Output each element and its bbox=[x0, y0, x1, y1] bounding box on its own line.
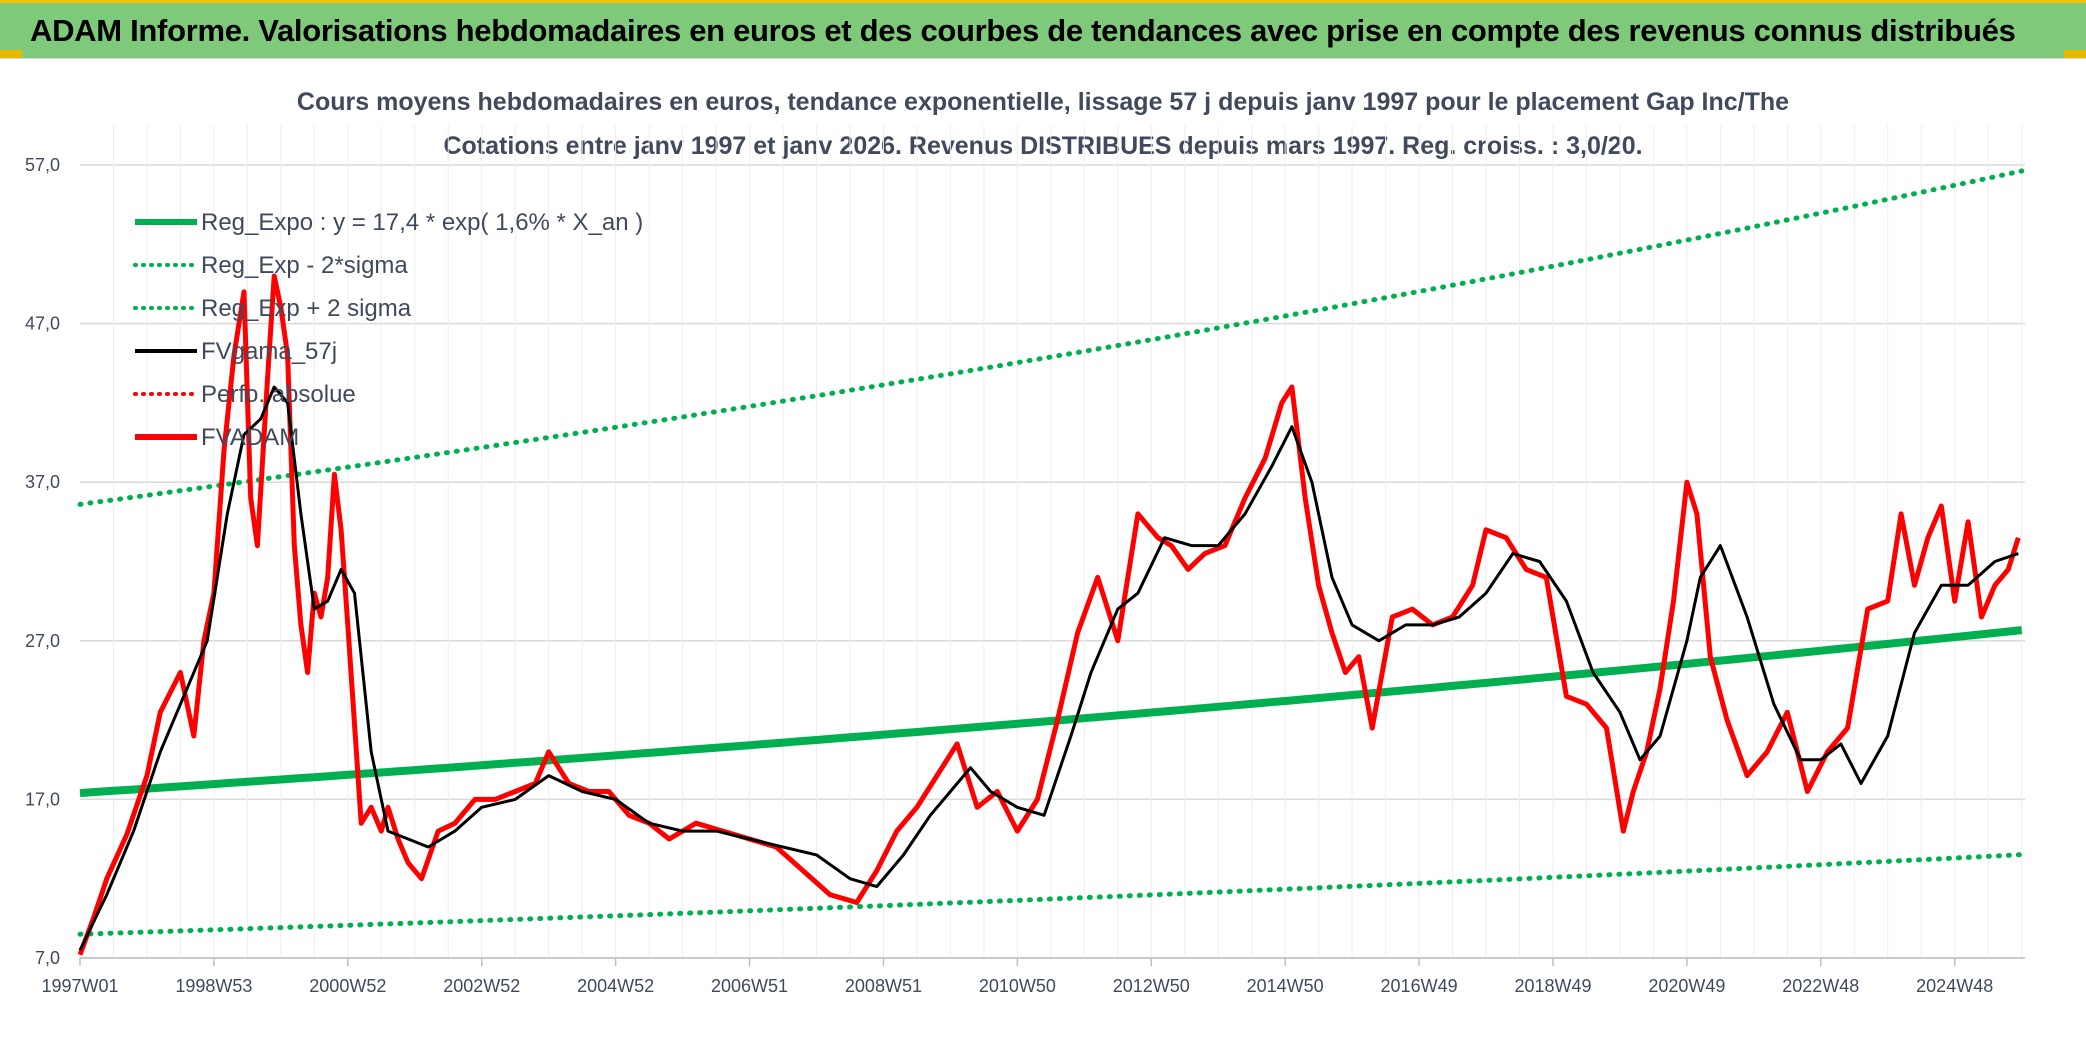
legend-label: Reg_Exp - 2*sigma bbox=[201, 252, 408, 279]
banner-corner-left bbox=[0, 50, 22, 58]
x-tick-label: 2008W51 bbox=[845, 976, 922, 996]
x-tick-label: 2024W48 bbox=[1916, 976, 1993, 996]
y-tick-label: 57,0 bbox=[25, 155, 60, 175]
x-tick-label: 2018W49 bbox=[1514, 976, 1591, 996]
x-tick-label: 1997W01 bbox=[41, 976, 118, 996]
series-reg-plus-2sigma bbox=[77, 168, 2025, 507]
vertical-gridlines bbox=[112, 125, 2023, 958]
series-reg-expo bbox=[79, 626, 2023, 798]
x-tick-label: 2000W52 bbox=[309, 976, 386, 996]
x-tick-label: 2006W51 bbox=[711, 976, 788, 996]
chart-area bbox=[0, 58, 2086, 1038]
x-tick-label: 2010W50 bbox=[979, 976, 1056, 996]
chart-subtitle: Cotations entre janv 1997 et janv 2026. … bbox=[443, 132, 1643, 160]
y-axis: 7,0 17,0 27,0 37,0 47,0 57,0 bbox=[25, 155, 60, 968]
y-tick-label: 47,0 bbox=[25, 314, 60, 334]
y-tick-label: 37,0 bbox=[25, 472, 60, 492]
x-tick-label: 2002W52 bbox=[443, 976, 520, 996]
legend-label: Reg_Expo : y = 17,4 * exp( 1,6% * X_an ) bbox=[201, 209, 643, 236]
chart-title: Cours moyens hebdomadaires en euros, ten… bbox=[296, 88, 1790, 116]
x-axis: 1997W01 1998W53 2000W52 2002W52 2004W52 2006W… bbox=[41, 957, 2025, 996]
x-tick-label: 2020W49 bbox=[1648, 976, 1725, 996]
x-tick-label: 1998W53 bbox=[175, 976, 252, 996]
y-tick-label: 7,0 bbox=[35, 948, 60, 968]
series-layer bbox=[77, 168, 2025, 956]
x-tick-label: 2014W50 bbox=[1247, 976, 1324, 996]
legend-label: FVADAM bbox=[201, 424, 299, 451]
y-tick-label: 27,0 bbox=[25, 631, 60, 651]
banner-corner-right bbox=[2064, 50, 2086, 58]
legend-label: Reg_Exp + 2 sigma bbox=[201, 295, 412, 322]
x-tick-label: 2004W52 bbox=[577, 976, 654, 996]
x-tick-label: 2012W50 bbox=[1113, 976, 1190, 996]
series-reg-minus-2sigma bbox=[77, 852, 2025, 937]
y-tick-label: 17,0 bbox=[25, 789, 60, 809]
series-fvadam bbox=[77, 273, 2021, 956]
chart-legend: Reg_Expo : y = 17,4 * exp( 1,6% * X_an )… bbox=[133, 209, 643, 451]
report-banner: ADAM Informe. Valorisations hebdomadaire… bbox=[0, 0, 2086, 58]
x-tick-label: 2022W48 bbox=[1782, 976, 1859, 996]
x-tick-label: 2016W49 bbox=[1381, 976, 1458, 996]
report-title: ADAM Informe. Valorisations hebdomadaire… bbox=[30, 13, 2016, 48]
legend-label: Perfo. absolue bbox=[201, 381, 356, 408]
horizontal-gridlines bbox=[80, 164, 2025, 959]
legend-label: FVgama_57j bbox=[201, 338, 337, 365]
series-fvgama-57j bbox=[78, 385, 2019, 951]
